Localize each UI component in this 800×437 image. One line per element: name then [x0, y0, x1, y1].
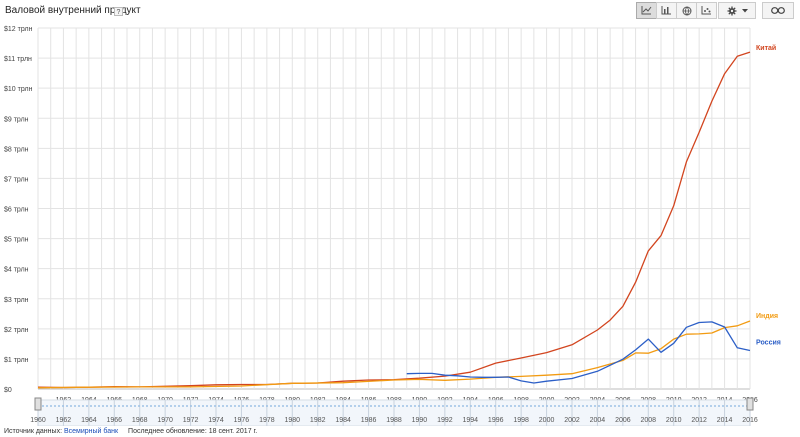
range-tick-label: 2006	[615, 417, 631, 424]
range-tick-label: 1986	[361, 417, 377, 424]
y-tick-label: $4 трлн	[4, 267, 29, 274]
range-tick-label: 1980	[284, 417, 300, 424]
range-tick-label: 2004	[590, 417, 606, 424]
range-tick-label: 1996	[488, 417, 504, 424]
range-tick-label: 1990	[412, 417, 428, 424]
y-tick-label: $8 трлн	[4, 146, 29, 153]
range-handle-left[interactable]	[34, 397, 42, 411]
gdp-line-chart[interactable]: $0 $1 трлн $2 трлн $3 трлн $4 трлн $5 трлн $6 …	[0, 22, 800, 426]
chart-title: Валовой внутренний продукт	[5, 5, 141, 16]
range-tick-label: 1974	[208, 417, 224, 424]
range-tick-label: 2016	[742, 417, 758, 424]
y-tick-label: $1 трлн	[4, 357, 29, 364]
range-tick-label: 2014	[717, 417, 733, 424]
map-icon[interactable]	[676, 2, 697, 19]
range-tick-label: 1962	[56, 417, 72, 424]
series-label: Китай	[756, 44, 776, 52]
range-tick-label: 1988	[386, 417, 402, 424]
link-icon	[771, 7, 785, 14]
y-tick-label: $3 трлн	[4, 297, 29, 304]
link-button[interactable]	[762, 2, 794, 19]
range-tick-label: 1968	[132, 417, 148, 424]
y-tick-label: $6 трлн	[4, 207, 29, 214]
range-tick-label: 1978	[259, 417, 275, 424]
y-tick-label: $5 трлн	[4, 237, 29, 244]
chart-type-toolbar	[636, 2, 717, 20]
chart-footer: Источник данных: Всемирный банк Последне…	[4, 428, 257, 435]
help-icon[interactable]: ?	[114, 7, 123, 16]
chevron-down-icon	[741, 8, 748, 12]
y-tick-label: $7 трлн	[4, 176, 29, 183]
range-tick-label: 1964	[81, 417, 97, 424]
range-tick-label: 1966	[106, 417, 122, 424]
scatter-icon[interactable]	[696, 2, 717, 19]
range-tick-label: 1994	[462, 417, 478, 424]
series-line[interactable]	[37, 320, 751, 389]
series-label: Индия	[756, 313, 778, 320]
bar-chart-icon[interactable]	[656, 2, 677, 19]
line-chart-icon[interactable]	[636, 2, 657, 19]
y-tick-label: $2 трлн	[4, 327, 29, 334]
range-tick-label: 2008	[640, 417, 656, 424]
y-tick-label: $9 трлн	[4, 116, 29, 123]
range-tick-label: 1970	[157, 417, 173, 424]
last-updated: Последнее обновление: 18 сент. 2017 г.	[128, 428, 258, 435]
y-tick-label: $12 трлн	[4, 26, 33, 33]
y-tick-label: $11 трлн	[4, 56, 32, 63]
range-tick-label: 2010	[666, 417, 682, 424]
range-tick-label: 1960	[30, 417, 46, 424]
settings-button[interactable]	[718, 2, 756, 19]
gear-icon	[727, 6, 736, 15]
source-label: Источник данных:	[4, 428, 63, 435]
source-link[interactable]: Всемирный банк	[63, 428, 119, 435]
series-line[interactable]	[406, 321, 751, 384]
range-tick-label: 1984	[335, 417, 351, 424]
series-line[interactable]	[37, 51, 751, 389]
range-tick-label: 1972	[183, 417, 199, 424]
range-tick-label: 2002	[564, 417, 580, 424]
range-tick-label: 1982	[310, 417, 326, 424]
range-tick-label: 2012	[691, 417, 707, 424]
range-tick-label: 2000	[539, 417, 555, 424]
chart-header: Валовой внутренний продукт ?	[0, 0, 800, 22]
range-tick-label: 1976	[234, 417, 250, 424]
series-label: Россия	[756, 339, 781, 346]
y-tick-label: $10 трлн	[4, 86, 33, 93]
range-tick-label: 1992	[437, 417, 453, 424]
y-tick-label: $0	[4, 387, 12, 394]
range-tick-label: 1998	[513, 417, 529, 424]
range-handle-right[interactable]	[746, 397, 754, 411]
